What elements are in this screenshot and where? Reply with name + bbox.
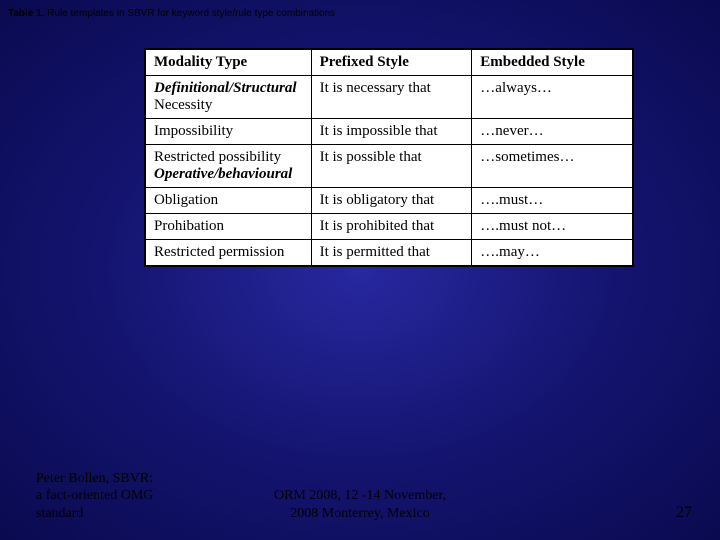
table-row: Obligation It is obligatory that ….must… bbox=[146, 188, 633, 214]
slide-number: 27 bbox=[676, 504, 692, 522]
table-row: Impossibility It is impossible that …nev… bbox=[146, 119, 633, 145]
embedded-cell: …never… bbox=[472, 119, 633, 145]
footer-left-line: Peter Bollen, SBVR: bbox=[36, 470, 153, 488]
modality-cell: Impossibility bbox=[146, 119, 312, 145]
rules-table-container: Modality Type Prefixed Style Embedded St… bbox=[144, 48, 634, 267]
prefixed-cell: It is impossible that bbox=[311, 119, 472, 145]
footer-conference: ORM 2008, 12 -14 November, 2008 Monterre… bbox=[0, 487, 720, 522]
modality-cell: Restricted permission bbox=[146, 240, 312, 266]
table-row: Definitional/Structural Necessity It is … bbox=[146, 76, 633, 119]
caption-label: Table 1. bbox=[8, 8, 45, 19]
embedded-cell: …sometimes… bbox=[472, 145, 633, 188]
embedded-cell: ….must not… bbox=[472, 214, 633, 240]
section-header-operative: Operative/behavioural bbox=[154, 166, 303, 183]
footer-center-line: ORM 2008, 12 -14 November, bbox=[0, 487, 720, 505]
modality-cell: Prohibation bbox=[146, 214, 312, 240]
table-header-row: Modality Type Prefixed Style Embedded St… bbox=[146, 50, 633, 76]
embedded-cell: ….must… bbox=[472, 188, 633, 214]
embedded-cell: ….may… bbox=[472, 240, 633, 266]
prefixed-cell: It is possible that bbox=[311, 145, 472, 188]
modality-cell: Restricted possibility Operative/behavio… bbox=[146, 145, 312, 188]
table-row: Prohibation It is prohibited that ….must… bbox=[146, 214, 633, 240]
section-header-definitional: Definitional/Structural Necessity bbox=[146, 76, 312, 119]
header-prefixed: Prefixed Style bbox=[311, 50, 472, 76]
embedded-cell: …always… bbox=[472, 76, 633, 119]
rules-table: Modality Type Prefixed Style Embedded St… bbox=[145, 49, 633, 266]
prefixed-cell: It is prohibited that bbox=[311, 214, 472, 240]
modality-cell: Obligation bbox=[146, 188, 312, 214]
footer-center-line: 2008 Monterrey, Mexico bbox=[0, 505, 720, 523]
header-embedded: Embedded Style bbox=[472, 50, 633, 76]
table-row: Restricted possibility Operative/behavio… bbox=[146, 145, 633, 188]
header-modality: Modality Type bbox=[146, 50, 312, 76]
prefixed-cell: It is necessary that bbox=[311, 76, 472, 119]
prefixed-cell: It is permitted that bbox=[311, 240, 472, 266]
modality-cell: Necessity bbox=[154, 97, 303, 114]
table-caption: Table 1. Rule templates in SBVR for keyw… bbox=[8, 8, 335, 19]
prefixed-cell: It is obligatory that bbox=[311, 188, 472, 214]
table-row: Restricted permission It is permitted th… bbox=[146, 240, 633, 266]
caption-text: Rule templates in SBVR for keyword style… bbox=[45, 8, 336, 19]
